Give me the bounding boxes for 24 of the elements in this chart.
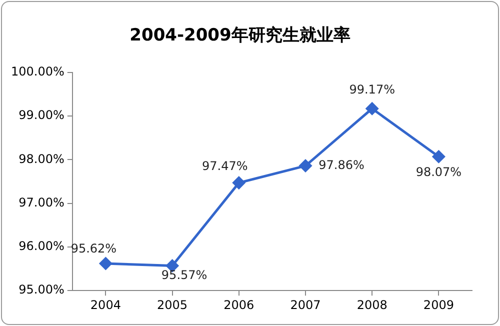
y-tick-label: 98.00% [18, 152, 64, 166]
x-tick-label: 2007 [290, 298, 321, 312]
x-tick-label: 2009 [423, 298, 454, 312]
y-tick-label: 99.00% [18, 108, 64, 122]
point [366, 102, 378, 115]
y-tick-label: 95.00% [18, 282, 64, 297]
data-label: 95.57% [161, 268, 208, 282]
data-label: 95.62% [70, 242, 117, 256]
y-tick-label: 97.00% [18, 195, 64, 210]
data-label: 99.17% [349, 82, 395, 97]
point [299, 160, 312, 172]
point [432, 150, 445, 163]
x-tick-label: 2006 [224, 298, 254, 312]
data-label: 98.07% [416, 164, 462, 179]
data-label: 97.47% [202, 158, 248, 173]
point [99, 257, 112, 270]
data-label: 97.86% [318, 158, 364, 172]
x-tick-label: 2005 [157, 298, 188, 312]
chart-title: 2004-2009年研究生就业率 [130, 26, 350, 46]
y-tick-label: 100.00% [11, 64, 64, 79]
point [232, 176, 246, 190]
x-tick-label: 2008 [356, 298, 388, 312]
y-tick-label: 96.00% [18, 239, 64, 254]
x-tick-label: 2004 [90, 298, 121, 312]
